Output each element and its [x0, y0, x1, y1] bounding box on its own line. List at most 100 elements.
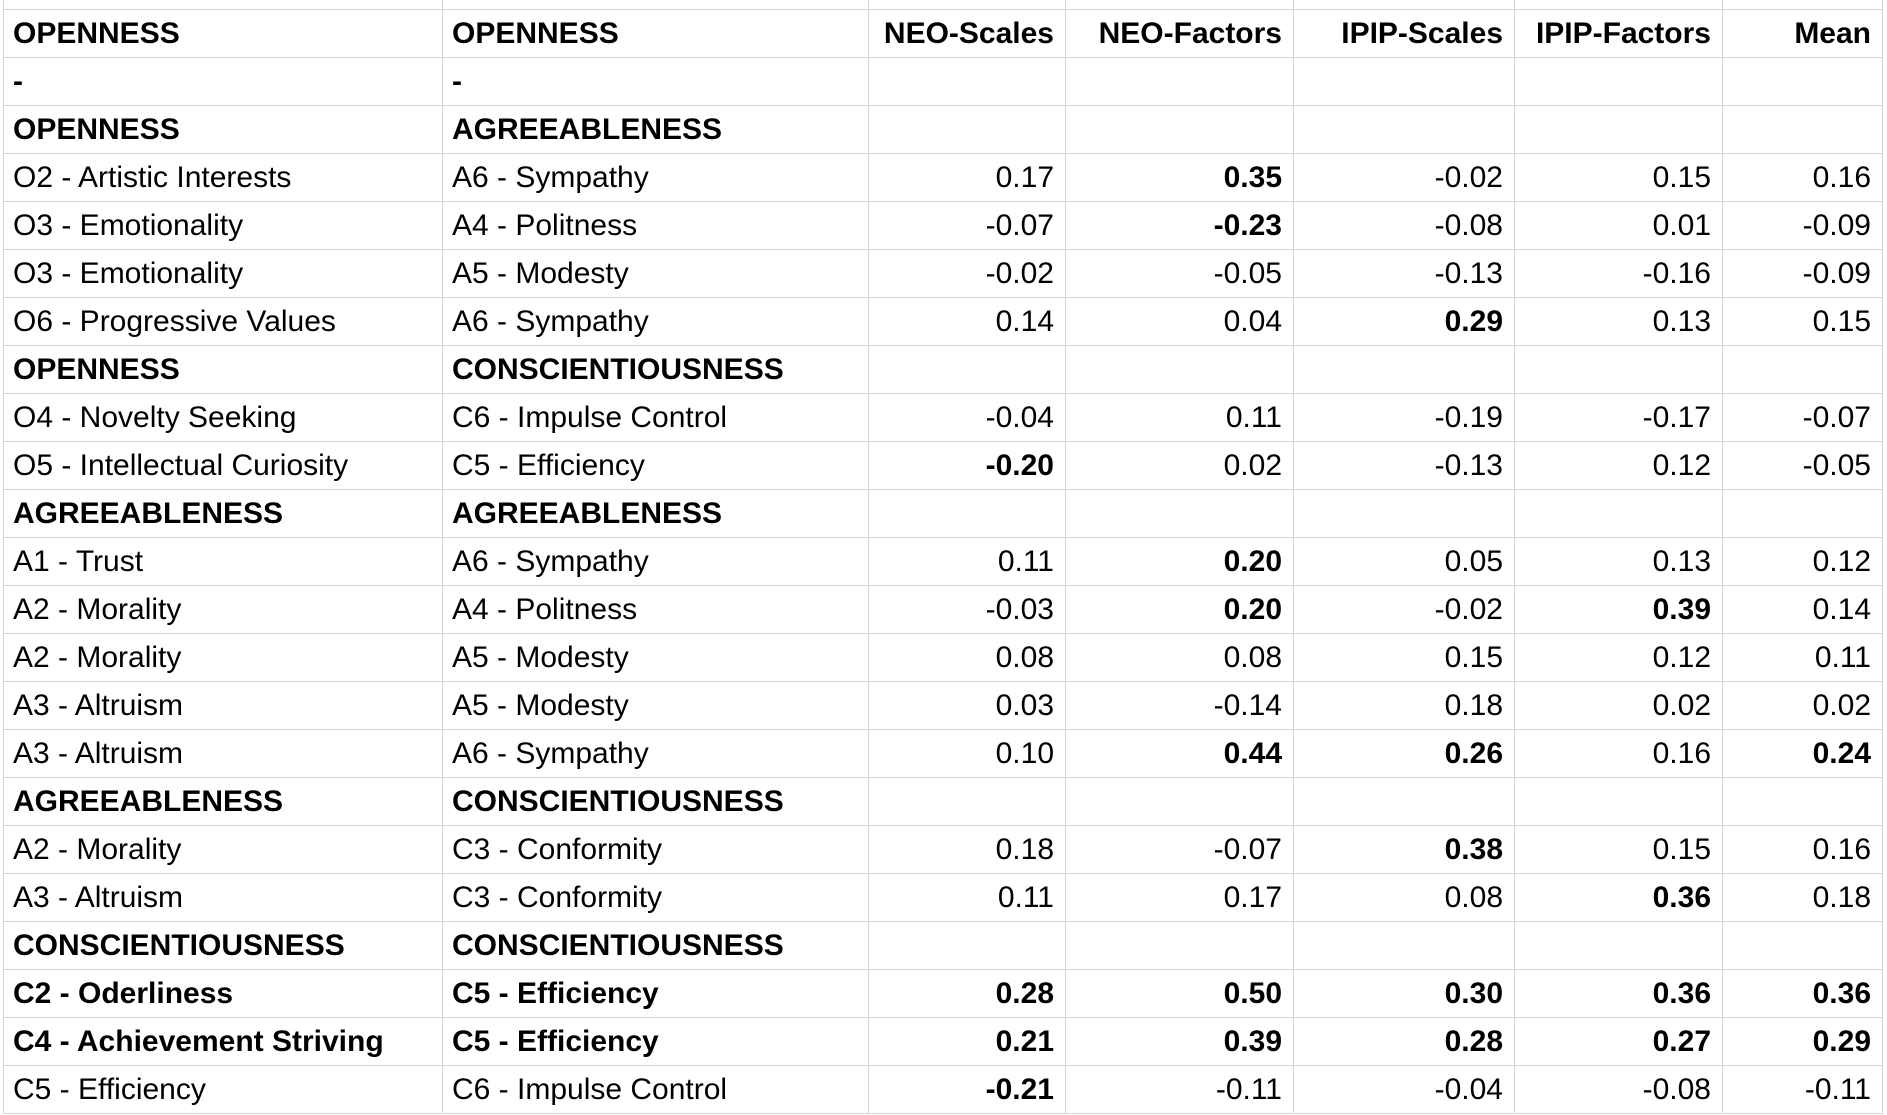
empty-cell[interactable]	[1294, 490, 1515, 538]
value-cell[interactable]: 0.21	[869, 1018, 1066, 1066]
value-cell[interactable]: 0.11	[1066, 394, 1294, 442]
value-cell[interactable]: 0.18	[869, 826, 1066, 874]
trait1-cell[interactable]: C5 - Efficiency	[4, 1066, 443, 1114]
empty-cell[interactable]	[869, 106, 1066, 154]
value-cell[interactable]: -0.02	[1294, 154, 1515, 202]
value-cell[interactable]: 0.35	[1066, 154, 1294, 202]
value-cell[interactable]: -0.09	[1723, 250, 1883, 298]
trait1-cell[interactable]: A1 - Trust	[4, 538, 443, 586]
empty-cell[interactable]	[1294, 0, 1515, 10]
value-cell[interactable]: 0.02	[1066, 442, 1294, 490]
trait2-cell[interactable]: A5 - Modesty	[443, 634, 869, 682]
value-cell[interactable]: 0.24	[1723, 730, 1883, 778]
trait1-cell[interactable]: O3 - Emotionality	[4, 202, 443, 250]
trait2-cell[interactable]: A5 - Modesty	[443, 682, 869, 730]
value-cell[interactable]: 0.10	[869, 730, 1066, 778]
value-cell[interactable]: -0.14	[1066, 682, 1294, 730]
value-cell[interactable]: -0.13	[1294, 442, 1515, 490]
trait2-cell[interactable]: A6 - Sympathy	[443, 730, 869, 778]
trait2-cell[interactable]: A6 - Sympathy	[443, 154, 869, 202]
trait2-cell[interactable]: C5 - Efficiency	[443, 970, 869, 1018]
value-cell[interactable]: 0.05	[1294, 538, 1515, 586]
empty-cell[interactable]	[1066, 490, 1294, 538]
trait1-cell[interactable]: C4 - Achievement Striving	[4, 1018, 443, 1066]
value-cell[interactable]: 0.01	[1515, 202, 1723, 250]
empty-cell[interactable]	[1066, 106, 1294, 154]
trait1-cell[interactable]: A2 - Morality	[4, 634, 443, 682]
trait1-cell[interactable]: O4 - Novelty Seeking	[4, 394, 443, 442]
value-cell[interactable]: 0.28	[869, 970, 1066, 1018]
empty-cell[interactable]	[1515, 58, 1723, 106]
value-cell[interactable]: 0.15	[1294, 634, 1515, 682]
value-cell[interactable]: -0.07	[1723, 394, 1883, 442]
empty-cell[interactable]	[1515, 346, 1723, 394]
empty-cell[interactable]	[869, 490, 1066, 538]
value-cell[interactable]: 0.11	[869, 874, 1066, 922]
value-cell[interactable]: 0.28	[1294, 1018, 1515, 1066]
value-cell[interactable]: 0.15	[1515, 154, 1723, 202]
header-cell-ipip-scales[interactable]: IPIP-Scales	[1294, 10, 1515, 58]
section-label[interactable]: OPENNESS	[4, 106, 443, 154]
dash-cell[interactable]: -	[443, 58, 869, 106]
trait2-cell[interactable]: A5 - Modesty	[443, 250, 869, 298]
empty-cell[interactable]	[1723, 58, 1883, 106]
empty-cell[interactable]	[869, 58, 1066, 106]
value-cell[interactable]: -0.02	[1294, 586, 1515, 634]
trait2-cell[interactable]: C3 - Conformity	[443, 826, 869, 874]
value-cell[interactable]: -0.20	[869, 442, 1066, 490]
value-cell[interactable]: 0.30	[1294, 970, 1515, 1018]
empty-cell[interactable]	[1723, 490, 1883, 538]
value-cell[interactable]: -0.16	[1515, 250, 1723, 298]
value-cell[interactable]: 0.36	[1723, 970, 1883, 1018]
value-cell[interactable]: 0.18	[1723, 874, 1883, 922]
trait2-cell[interactable]: A4 - Politness	[443, 586, 869, 634]
empty-cell[interactable]	[1294, 922, 1515, 970]
value-cell[interactable]: 0.20	[1066, 586, 1294, 634]
value-cell[interactable]: -0.08	[1294, 202, 1515, 250]
trait1-cell[interactable]: A3 - Altruism	[4, 682, 443, 730]
value-cell[interactable]: -0.02	[869, 250, 1066, 298]
value-cell[interactable]: -0.03	[869, 586, 1066, 634]
section-label[interactable]: AGREEABLENESS	[4, 490, 443, 538]
value-cell[interactable]: -0.04	[869, 394, 1066, 442]
empty-cell[interactable]	[1294, 58, 1515, 106]
value-cell[interactable]: 0.29	[1294, 298, 1515, 346]
empty-cell[interactable]	[1515, 922, 1723, 970]
value-cell[interactable]: 0.14	[869, 298, 1066, 346]
empty-cell[interactable]	[1723, 778, 1883, 826]
empty-cell[interactable]	[1066, 0, 1294, 10]
empty-cell[interactable]	[1723, 922, 1883, 970]
value-cell[interactable]: 0.27	[1515, 1018, 1723, 1066]
header-cell-trait2[interactable]: OPENNESS	[443, 10, 869, 58]
value-cell[interactable]: 0.03	[869, 682, 1066, 730]
value-cell[interactable]: 0.29	[1723, 1018, 1883, 1066]
value-cell[interactable]: 0.36	[1515, 874, 1723, 922]
value-cell[interactable]: 0.44	[1066, 730, 1294, 778]
empty-cell[interactable]	[1723, 346, 1883, 394]
value-cell[interactable]: -0.05	[1723, 442, 1883, 490]
value-cell[interactable]: -0.07	[1066, 826, 1294, 874]
section-label[interactable]: AGREEABLENESS	[443, 490, 869, 538]
trait2-cell[interactable]: A6 - Sympathy	[443, 298, 869, 346]
trait2-cell[interactable]: C6 - Impulse Control	[443, 394, 869, 442]
trait1-cell[interactable]: O2 - Artistic Interests	[4, 154, 443, 202]
value-cell[interactable]: 0.02	[1515, 682, 1723, 730]
trait2-cell[interactable]: C5 - Efficiency	[443, 1018, 869, 1066]
empty-cell[interactable]	[1723, 0, 1883, 10]
dash-cell[interactable]: -	[4, 58, 443, 106]
empty-cell[interactable]	[869, 778, 1066, 826]
value-cell[interactable]: -0.08	[1515, 1066, 1723, 1114]
empty-cell[interactable]	[1294, 106, 1515, 154]
empty-cell[interactable]	[1294, 778, 1515, 826]
section-label[interactable]: OPENNESS	[4, 346, 443, 394]
trait1-cell[interactable]: A3 - Altruism	[4, 874, 443, 922]
section-label[interactable]: CONSCIENTIOUSNESS	[443, 778, 869, 826]
empty-cell[interactable]	[1723, 106, 1883, 154]
empty-cell[interactable]	[1515, 106, 1723, 154]
empty-cell[interactable]	[1515, 778, 1723, 826]
header-cell-ipip-factors[interactable]: IPIP-Factors	[1515, 10, 1723, 58]
value-cell[interactable]: -0.13	[1294, 250, 1515, 298]
header-cell-neo-factors[interactable]: NEO-Factors	[1066, 10, 1294, 58]
value-cell[interactable]: -0.17	[1515, 394, 1723, 442]
value-cell[interactable]: 0.17	[1066, 874, 1294, 922]
